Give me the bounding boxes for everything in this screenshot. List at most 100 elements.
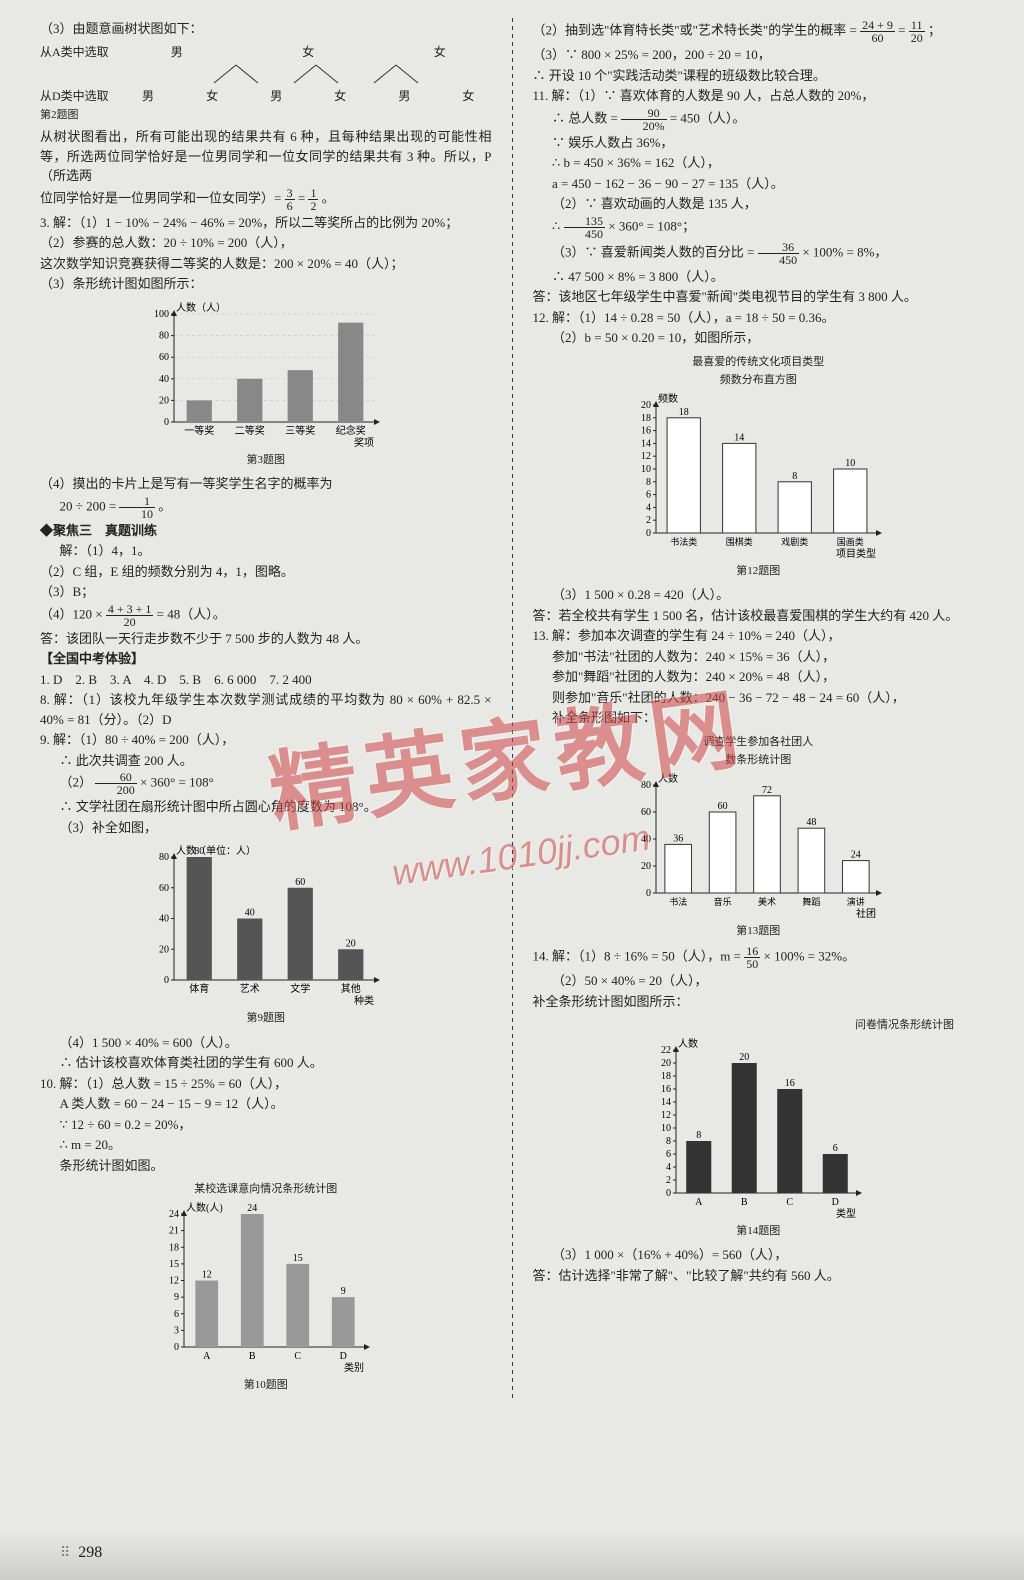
svg-text:文学: 文学: [290, 982, 310, 995]
svg-text:0: 0: [646, 888, 651, 899]
text: ∵ 娱乐人数占 36%，: [533, 133, 985, 153]
svg-text:60: 60: [641, 807, 651, 818]
svg-text:20: 20: [740, 1052, 750, 1063]
chart10-caption: 第10题图: [40, 1377, 492, 1394]
fraction: 9020%: [621, 107, 667, 132]
fraction: 12: [308, 187, 318, 212]
text: ∴ 47 500 × 8% = 3 800（人）。: [533, 267, 985, 287]
svg-text:频数: 频数: [658, 392, 678, 405]
svg-text:12: 12: [641, 451, 651, 462]
text: 答：该地区七年级学生中喜爱"新闻"类电视节目的学生有 3 800 人。: [533, 287, 985, 307]
tree-node: 男: [270, 87, 282, 105]
bottom-shadow: [0, 1530, 1024, 1580]
svg-text:24: 24: [169, 1209, 179, 1220]
text: 这次数学知识竞赛获得二等奖的人数是：200 × 20% = 40（人）；: [40, 254, 492, 274]
svg-text:12: 12: [169, 1275, 179, 1286]
fraction: 36450: [758, 241, 800, 266]
svg-text:书法: 书法: [669, 896, 687, 907]
svg-text:12: 12: [661, 1110, 671, 1121]
text: ∴ 文学社团在扇形统计图中所占圆心角的度数为 108°。: [40, 797, 492, 817]
fraction: 36: [285, 187, 295, 212]
chart3: 020406080100一等奖二等奖三等奖纪念奖人数（人）奖项 第3题图: [40, 300, 492, 469]
text: 参加"舞蹈"社团的人数为：240 × 20% = 48（人），: [533, 667, 985, 687]
tree-node: 女: [206, 87, 218, 105]
left-column: （3）由题意画树状图如下： 从A类中选取 男 女 女 从D类中选取 男 女 男 …: [40, 18, 492, 1399]
fraction: 1650: [744, 945, 760, 970]
text: 13. 解：参加本次调查的学生有 24 ÷ 10% = 240（人），: [533, 626, 985, 646]
chart14-title: 问卷情况条形统计图: [533, 1017, 985, 1034]
svg-text:9: 9: [174, 1292, 179, 1303]
svg-text:36: 36: [673, 833, 683, 844]
chart10: 某校选课意向情况条形统计图 0369121518212412A24B15C9D人…: [40, 1181, 492, 1393]
svg-text:D: D: [339, 1351, 346, 1362]
svg-text:60: 60: [295, 877, 305, 888]
chart12-title1: 最喜爱的传统文化项目类型: [533, 354, 985, 371]
svg-text:100: 100: [154, 309, 169, 320]
chart12-title2: 频数分布直方图: [533, 372, 985, 389]
svg-text:人数（人）: 人数（人）: [176, 301, 226, 314]
svg-text:18: 18: [169, 1242, 179, 1253]
text: 补全条形图如下：: [533, 708, 985, 728]
svg-text:项目类型: 项目类型: [836, 547, 876, 560]
text: a = 450 − 162 − 36 − 90 − 27 = 135（人）。: [533, 174, 985, 194]
text: （3）1 500 × 0.28 = 420（人）。: [533, 585, 985, 605]
svg-text:围棋类: 围棋类: [726, 536, 753, 547]
svg-text:美术: 美术: [758, 896, 776, 907]
text: 20 ÷ 200 = 110 。: [40, 495, 492, 520]
svg-text:书法类: 书法类: [670, 536, 697, 547]
text: 12. 解：（1）14 ÷ 0.28 = 50（人），a = 18 ÷ 50 =…: [533, 308, 985, 328]
svg-text:10: 10: [641, 464, 651, 475]
fraction: 4 + 3 + 120: [106, 603, 154, 628]
chart13: 调查学生参加各社团人 数条形统计图 02040608036书法60音乐72美术4…: [533, 734, 985, 940]
svg-text:D: D: [832, 1197, 839, 1208]
text: ∴ 开设 10 个"实践活动类"课程的班级数比较合理。: [533, 66, 985, 86]
svg-text:人数: 人数: [678, 1037, 698, 1050]
svg-text:种类: 种类: [354, 994, 374, 1007]
text: （2）C 组，E 组的频数分别为 4，1，图略。: [40, 562, 492, 582]
svg-text:其他: 其他: [341, 982, 361, 995]
svg-text:16: 16: [661, 1084, 671, 1095]
svg-text:12: 12: [202, 1269, 212, 1280]
svg-text:奖项: 奖项: [354, 436, 374, 449]
svg-text:16: 16: [641, 425, 651, 436]
tree-node: 女: [462, 87, 474, 105]
chart12-caption: 第12题图: [533, 563, 985, 580]
svg-text:72: 72: [762, 784, 772, 795]
svg-text:A: A: [695, 1197, 703, 1208]
svg-text:48: 48: [807, 817, 817, 828]
svg-text:A: A: [203, 1351, 211, 1362]
text: 位同学恰好是一位男同学和一位女同学）= 36 = 12 。: [40, 187, 492, 212]
text: （3）B；: [40, 582, 492, 602]
svg-text:20: 20: [661, 1058, 671, 1069]
svg-text:15: 15: [293, 1252, 303, 1263]
text: （2） 60200 × 360° = 108°: [40, 771, 492, 796]
text: 则参加"音乐"社团的人数：240 − 36 − 72 − 48 − 24 = 6…: [533, 688, 985, 708]
chart14: 问卷情况条形统计图 02468101214161820228A20B16C6D人…: [533, 1017, 985, 1239]
svg-text:9: 9: [341, 1286, 346, 1297]
svg-text:18: 18: [679, 406, 689, 417]
text: ∴ m = 20。: [40, 1135, 492, 1155]
tree-row2-label: 从D类中选取: [40, 87, 125, 105]
svg-text:C: C: [294, 1351, 301, 1362]
svg-text:人数（单位：人）: 人数（单位：人）: [176, 844, 256, 857]
svg-text:20: 20: [159, 944, 169, 955]
svg-text:24: 24: [851, 849, 861, 860]
text: 3. 解：（1）1 − 10% − 24% − 46% = 20%，所以二等奖所…: [40, 213, 492, 233]
chart13-title1: 调查学生参加各社团人: [533, 734, 985, 751]
text: ∵ 12 ÷ 60 = 0.2 = 20%，: [40, 1115, 492, 1135]
svg-text:6: 6: [666, 1149, 671, 1160]
tree-caption: 第2题图: [40, 107, 492, 124]
svg-text:3: 3: [174, 1325, 179, 1336]
section-title: 【全国中考体验】: [40, 649, 492, 669]
svg-text:15: 15: [169, 1258, 179, 1269]
svg-text:0: 0: [174, 1342, 179, 1353]
svg-text:8: 8: [666, 1136, 671, 1147]
chart3-caption: 第3题图: [40, 452, 492, 469]
svg-text:10: 10: [661, 1123, 671, 1134]
text: （3）∵ 800 × 25% = 200，200 ÷ 20 = 10，: [533, 45, 985, 65]
svg-text:演讲: 演讲: [847, 896, 865, 907]
svg-text:8: 8: [793, 470, 798, 481]
chart9-caption: 第9题图: [40, 1010, 492, 1027]
text: 答：若全校共有学生 1 500 名，估计该校最喜爱围棋的学生大约有 420 人。: [533, 606, 985, 626]
svg-text:10: 10: [846, 458, 856, 469]
